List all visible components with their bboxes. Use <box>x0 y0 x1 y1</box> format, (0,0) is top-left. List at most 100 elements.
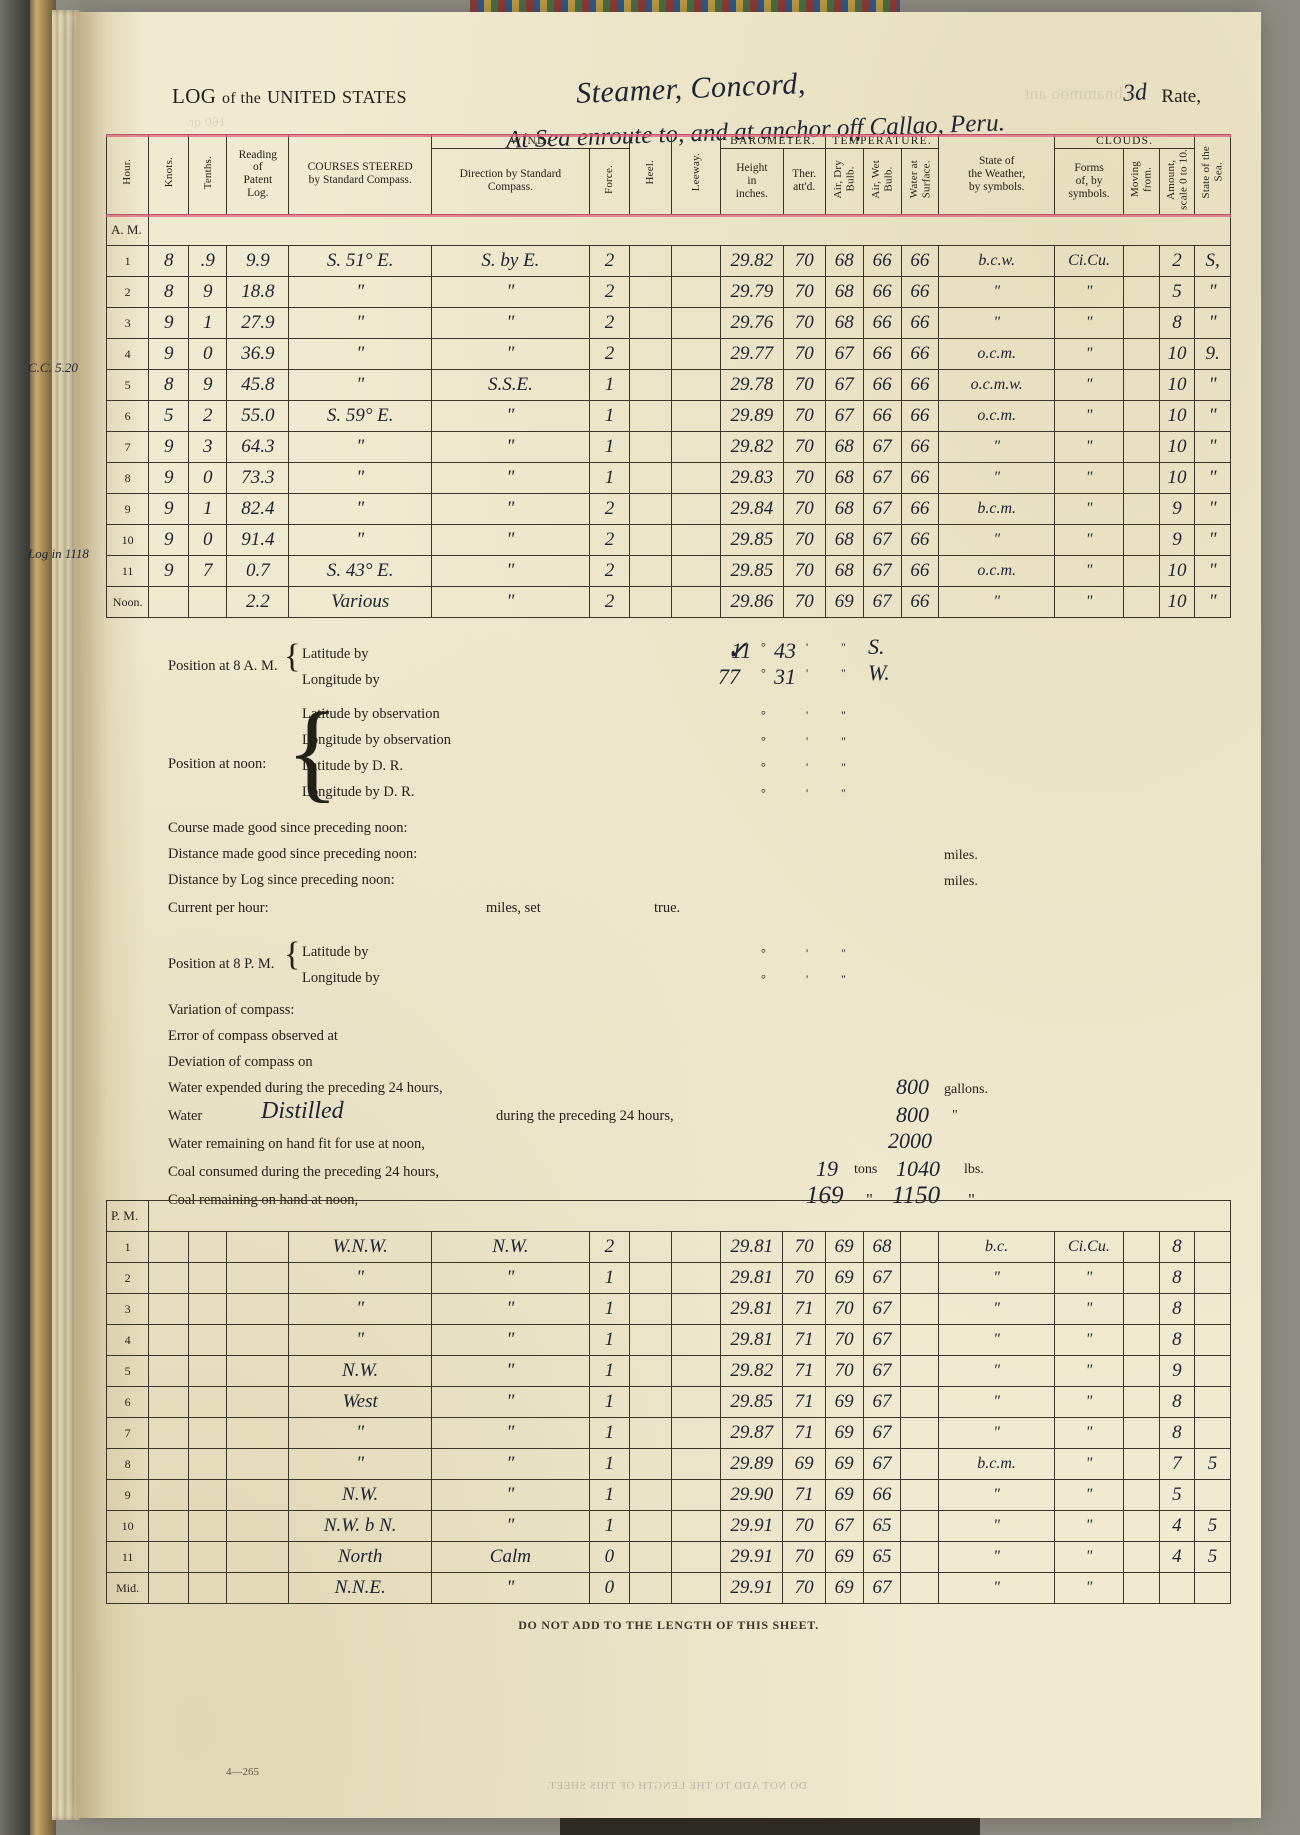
wet-value: 67 <box>872 528 892 550</box>
cell-cforms: " <box>1053 1509 1124 1542</box>
cell-cforms: " <box>1054 399 1125 432</box>
cell-sea <box>900 1416 940 1449</box>
cell-heel <box>628 1354 673 1387</box>
force-value: 1 <box>604 1297 615 1319</box>
bar-value: 29.91 <box>730 1576 774 1598</box>
cell-leeway <box>671 1230 722 1263</box>
wet-value: 65 <box>872 1545 892 1567</box>
table-row: 2 " " 1 29.81 70 69 67 " " 8 <box>105 1261 1231 1294</box>
cell-wdir: " <box>430 554 590 587</box>
force-value: 1 <box>604 466 615 488</box>
table-row: 1 8 .9 9.9 S. 51° E. S. by E. 2 29.82 70 68 66 66 b.… <box>105 244 1231 277</box>
cell-bar: 29.91 <box>720 1509 784 1542</box>
force-value: 2 <box>604 590 615 612</box>
sec-lat-obs: " <box>841 707 846 722</box>
cell-dry: 67 <box>824 1509 864 1542</box>
cell-cforms: Ci.Cu. <box>1054 244 1125 277</box>
cell-tenths <box>188 585 228 618</box>
cell-wdir: " <box>430 1416 590 1449</box>
cell-wet: 67 <box>862 492 902 525</box>
cell-weather: " <box>938 1354 1055 1387</box>
cell-leeway <box>671 337 722 370</box>
cell-camount: 8 <box>1158 1230 1196 1263</box>
hour-value: 5 <box>124 1363 131 1378</box>
wdir-value: " <box>506 280 515 302</box>
camount-value: 8 <box>1172 311 1182 333</box>
cell-plog: 36.9 <box>226 337 290 370</box>
cell-course: " <box>288 430 432 463</box>
deg-lat-obs: ° <box>761 707 766 722</box>
wdir-value: S. by E. <box>481 249 540 271</box>
cell-plog: 18.8 <box>226 275 290 308</box>
bar-value: 29.81 <box>730 1328 774 1350</box>
dry-value: 69 <box>834 590 854 612</box>
tenths-value: 2 <box>202 404 213 426</box>
dry-value: 68 <box>834 280 854 302</box>
cell-bar: 29.82 <box>720 244 784 277</box>
form-number: 4—265 <box>226 1766 259 1778</box>
ther-value: 70 <box>794 311 814 333</box>
cell-course: " <box>288 1416 432 1449</box>
cell-ther: 70 <box>782 492 826 525</box>
sea-value: 66 <box>910 497 930 519</box>
wdir-value: " <box>506 342 515 364</box>
cell-wdir: " <box>430 585 590 618</box>
cell-dry: 69 <box>824 585 864 618</box>
label-miles-set: miles, set <box>486 899 541 916</box>
am-table-wrap: Hour. Knots. Tenths. Reading of Patent Log.… <box>28 134 1231 618</box>
cell-tenths <box>188 1478 228 1511</box>
cell-weather: o.c.m. <box>938 337 1056 370</box>
tenths-value: 3 <box>202 435 213 457</box>
cell-knots: 9 <box>148 306 190 339</box>
cell-weather: " <box>938 275 1056 308</box>
cell-plog <box>226 1354 290 1387</box>
force-value: 1 <box>604 1328 615 1350</box>
wet-value: 66 <box>872 280 892 302</box>
cell-heel <box>628 1447 673 1480</box>
cell-tenths: 7 <box>188 554 228 587</box>
cell-bar: 29.89 <box>720 399 784 432</box>
cell-plog <box>226 1571 290 1604</box>
cell-dry: 70 <box>824 1323 864 1356</box>
cell-knots: 9 <box>148 492 190 525</box>
weather-value: " <box>993 282 1001 300</box>
knots-value: 9 <box>164 311 174 333</box>
cell-force: 2 <box>588 337 631 370</box>
cell-course: N.W. <box>288 1478 432 1511</box>
bar-value: 29.91 <box>730 1545 774 1567</box>
cell-knots: 8 <box>148 244 190 277</box>
red-rule-bottom <box>106 214 1231 217</box>
cell-cmoving <box>1123 585 1160 618</box>
camount-value: 10 <box>1167 466 1187 488</box>
camount-value: 8 <box>1172 1421 1182 1443</box>
cell-knots: 9 <box>148 337 190 370</box>
cell-leeway <box>671 275 722 308</box>
label-during-24h: during the preceding 24 hours, <box>496 1107 674 1124</box>
hour-value: Mid. <box>116 1580 140 1595</box>
bar-value: 29.82 <box>730 1359 774 1381</box>
pm-table-wrap: P. M. 1 W.N.W. N.W. 2 29.81 70 69 68 b.c. Ci.Cu. 8… <box>105 1199 1231 1604</box>
cell-course: N.W. b N. <box>288 1509 432 1542</box>
cell-heel <box>628 1571 673 1604</box>
cell-leeway <box>671 368 722 401</box>
force-value: 1 <box>604 1359 615 1381</box>
wdir-value: " <box>506 1514 515 1536</box>
sec-lon-obs: " <box>841 733 846 748</box>
statesea-value: 5 <box>1207 1514 1218 1536</box>
wdir-value: Calm <box>489 1545 531 1567</box>
statesea-value: " <box>1208 497 1217 519</box>
bar-value: 29.85 <box>730 1390 774 1412</box>
knots-value: 8 <box>164 373 174 395</box>
cell-sea: 66 <box>900 554 940 587</box>
cell-sea: 66 <box>900 399 940 432</box>
cforms-value: " <box>1085 561 1093 579</box>
cell-force: 1 <box>588 399 631 432</box>
statesea-value: " <box>1208 311 1217 333</box>
table-row: 3 9 1 27.9 " " 2 29.76 70 68 66 66 " " 8 " <box>105 306 1231 339</box>
cell-statesea <box>1194 1354 1231 1387</box>
cforms-value: " <box>1085 1485 1093 1503</box>
cell-cmoving <box>1122 1230 1160 1263</box>
weather-value: b.c.m. <box>977 1454 1016 1472</box>
camount-value: 10 <box>1167 590 1187 612</box>
unit-ditto-2: " <box>866 1189 873 1209</box>
